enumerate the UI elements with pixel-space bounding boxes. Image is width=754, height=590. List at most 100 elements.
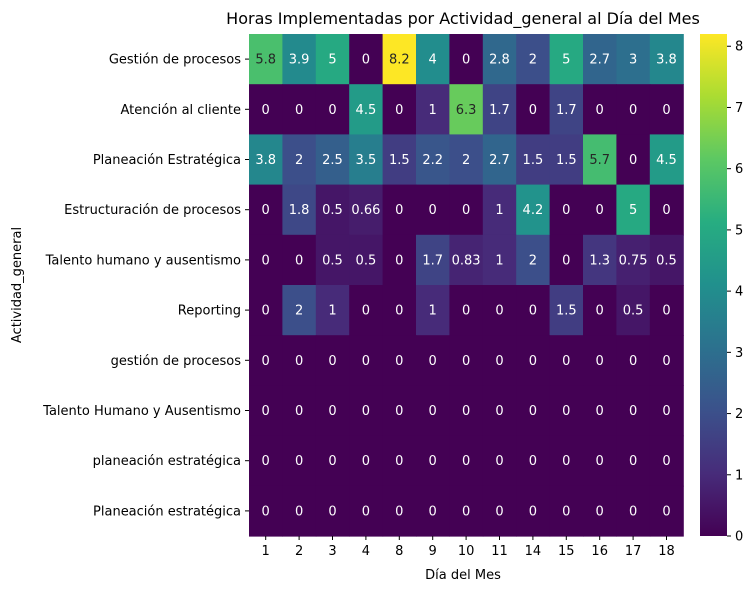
heatmap-cell [282, 184, 317, 236]
heatmap-cell [382, 134, 417, 186]
heatmap-cell [349, 285, 384, 336]
heatmap-cell-value: 1 [328, 304, 336, 319]
heatmap-cell-value: 1.5 [556, 153, 577, 168]
heatmap-cell [549, 34, 584, 85]
heatmap-cell [616, 134, 651, 186]
heatmap-cell-value: 1 [495, 253, 503, 268]
heatmap-cell [616, 435, 651, 487]
heatmap-cell [616, 335, 651, 386]
heatmap-cell [583, 134, 617, 186]
heatmap-cell-value: 2.7 [589, 53, 610, 68]
heatmap-cell [315, 34, 350, 85]
heatmap-cell [649, 285, 684, 336]
heatmap-cell [382, 34, 417, 85]
heatmap-cell [549, 285, 584, 336]
heatmap-cell [249, 234, 283, 286]
heatmap-cell [616, 184, 651, 236]
heatmap-cell-value: 1.5 [523, 153, 544, 168]
heatmap-cell-value: 0 [395, 103, 403, 118]
heatmap-cell-value: 0.5 [322, 203, 343, 218]
heatmap-cell [416, 84, 450, 135]
heatmap-cell-value: 3.5 [356, 153, 377, 168]
heatmap-cell [616, 285, 651, 336]
heatmap-cell [549, 435, 584, 487]
heatmap-cell-value: 2 [529, 53, 537, 68]
x-tick-label: 11 [491, 544, 508, 559]
heatmap-cell [349, 234, 384, 286]
heatmap-cell [649, 435, 684, 487]
x-tick-label: 4 [362, 544, 370, 559]
heatmap-cell-value: 1.5 [556, 304, 577, 319]
heatmap-cell-value: 0 [262, 203, 270, 218]
heatmap-cell [516, 335, 551, 386]
heatmap-cell-value: 0 [495, 304, 503, 319]
heatmap-cell-value: 1.8 [289, 203, 310, 218]
colorbar-tick-label: 4 [735, 285, 743, 300]
heatmap-cell [549, 234, 584, 286]
heatmap-cell [482, 435, 517, 487]
heatmap-cell [616, 234, 651, 286]
heatmap-cell [616, 84, 651, 135]
y-tick-label: Gestión de procesos [109, 53, 241, 68]
heatmap-cell [482, 184, 517, 236]
heatmap-cell [649, 34, 684, 85]
heatmap-cell-value: 8.2 [389, 53, 410, 68]
heatmap-cell [315, 184, 350, 236]
heatmap-cell [449, 485, 484, 537]
heatmap-cell-value: 0 [328, 504, 336, 519]
heatmap-cell [449, 285, 484, 336]
colorbar [700, 34, 727, 536]
heatmap-cell [482, 485, 517, 537]
heatmap-cell [249, 134, 283, 186]
heatmap-cell [449, 184, 484, 236]
y-tick-label: Talento humano y ausentismo [45, 253, 241, 268]
heatmap-cell-value: 0 [629, 454, 637, 469]
heatmap-cell [516, 84, 551, 135]
heatmap-cell [315, 485, 350, 537]
heatmap-cell-value: 0 [629, 354, 637, 369]
heatmap-cell [315, 335, 350, 386]
heatmap-cell-value: 0 [262, 103, 270, 118]
heatmap-cell-value: 5.8 [255, 53, 276, 68]
heatmap-cell-value: 1.7 [556, 103, 577, 118]
heatmap-cell-value: 0 [462, 454, 470, 469]
heatmap-cell [616, 34, 651, 85]
heatmap-cell-value: 2.2 [422, 153, 443, 168]
heatmap-cell-value: 0 [362, 404, 370, 419]
colorbar-tick-label: 6 [735, 162, 743, 177]
heatmap-cell-value: 0 [562, 354, 570, 369]
heatmap-cell-value: 0 [395, 504, 403, 519]
heatmap-cell-value: 0 [362, 454, 370, 469]
heatmap-cell-value: 0 [328, 454, 336, 469]
heatmap-cell-value: 6.3 [456, 103, 477, 118]
heatmap-cell-value: 0 [529, 454, 537, 469]
heatmap-cell [349, 134, 384, 186]
heatmap-cell [382, 84, 417, 135]
heatmap-cell-value: 0 [662, 304, 670, 319]
heatmap-cell-value: 0 [362, 53, 370, 68]
heatmap-cell-value: 0 [262, 404, 270, 419]
heatmap-cell [616, 485, 651, 537]
heatmap-cell-value: 3.8 [656, 53, 677, 68]
heatmap-cell [482, 335, 517, 386]
heatmap-cell [649, 485, 684, 537]
heatmap-cell [583, 335, 617, 386]
heatmap-cell [249, 184, 283, 236]
heatmap-cell [449, 435, 484, 487]
heatmap-cell [416, 485, 450, 537]
heatmap-cell-value: 0 [262, 253, 270, 268]
x-tick-label: 1 [262, 544, 270, 559]
heatmap-cell-value: 0 [529, 404, 537, 419]
heatmap-cell [249, 335, 283, 386]
heatmap-cell-value: 0 [495, 354, 503, 369]
heatmap-cell [516, 285, 551, 336]
heatmap-cell [416, 385, 450, 437]
heatmap-cell-value: 0 [662, 103, 670, 118]
heatmap-cell [349, 184, 384, 236]
heatmap-cell [416, 34, 450, 85]
heatmap-cell [649, 84, 684, 135]
heatmap-cell [282, 385, 317, 437]
heatmap-cell-value: 0 [395, 454, 403, 469]
heatmap-cell-value: 0 [429, 454, 437, 469]
